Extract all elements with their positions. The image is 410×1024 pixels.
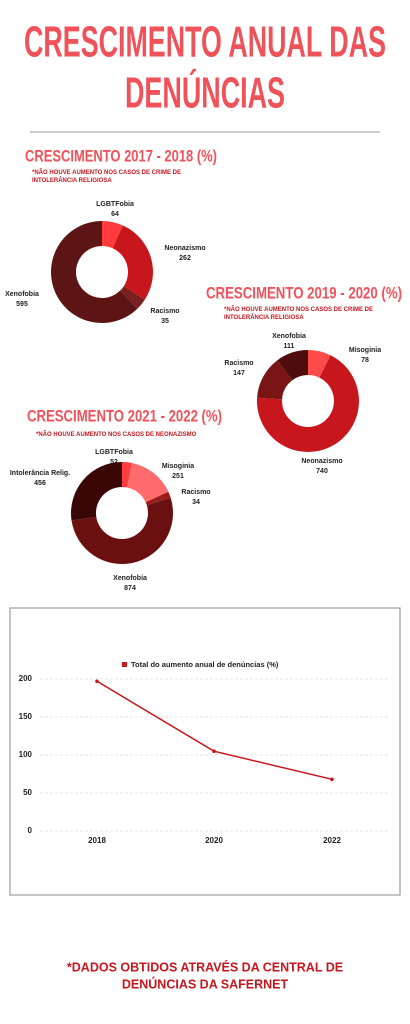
slice-label: Racismo [181,489,210,496]
x-tick-label: 2018 [88,836,106,845]
donut-slice [277,350,308,381]
donut-slice [122,462,132,488]
slice-value: 111 [284,343,295,350]
slice-value: 262 [179,255,191,262]
chart-note: *NÃO HOUVE AUMENTO NOS CASOS DE CRIME DE… [224,307,374,321]
data-point [95,679,99,684]
donut-slice [120,286,145,309]
donut-slice [127,462,169,503]
y-tick-label: 150 [19,712,33,721]
chart-frame [9,607,401,896]
donut-slice [71,462,122,521]
slice-label: LGBTFobia [95,449,133,456]
chart-title: CRESCIMENTO 2019 - 2020 (%) [206,283,402,302]
slice-value: 78 [361,357,369,364]
slice-value: 52 [110,459,118,466]
slice-value: 874 [124,585,136,592]
donut-slice [257,360,293,400]
slice-label: Xenofobia [5,291,39,298]
slice-value: 147 [233,370,245,377]
donut-slice [257,355,359,452]
donut-slice [51,221,138,323]
slice-value: 34 [192,499,200,506]
slice-label: Racismo [150,308,179,315]
donut-slice [145,491,171,506]
slice-label: Xenofobia [113,575,147,582]
donut-slice [102,221,123,249]
y-tick-label: 200 [19,674,33,683]
slice-label: LGBTFobia [96,201,134,208]
page-title: CRESCIMENTO ANUAL DAS [24,18,386,67]
y-tick-label: 100 [19,750,33,759]
legend-label: Total do aumento anual de denúncias (%) [131,660,279,669]
slice-value: 456 [34,480,46,487]
slice-value: 251 [172,473,184,480]
chart-note: *NÃO HOUVE AUMENTO NOS CASOS DE NEONAZIS… [36,432,197,438]
data-point [212,749,216,753]
x-tick-label: 2022 [323,836,341,845]
slice-label: Racismo [224,360,253,367]
donut-slice [112,225,153,300]
slice-label: Intolerância Relig. [10,470,70,477]
donut-slice [71,497,174,565]
slice-value: 64 [111,211,119,218]
chart-note: *NÃO HOUVE AUMENTO NOS CASOS DE CRIME DE… [32,170,182,184]
donut-slice [308,350,331,378]
data-point [330,777,334,782]
slice-label: Xenofobia [272,333,306,340]
slice-value: 740 [316,468,328,475]
chart-title: CRESCIMENTO 2017 - 2018 (%) [25,146,217,165]
chart-title: CRESCIMENTO 2021 - 2022 (%) [27,406,222,425]
slice-label: Misoginia [349,347,381,354]
y-tick-label: 50 [23,788,32,797]
footer: DENÚNCIAS DA SAFERNET [122,976,289,991]
slice-label: Neonazismo [301,458,342,465]
data-line [96,680,333,781]
slice-value: 35 [161,318,169,325]
x-tick-label: 2020 [205,836,223,845]
legend-swatch [122,662,127,667]
page-title: DENÚNCIAS [125,68,285,118]
footer: *DADOS OBTIDOS ATRAVÉS DA CENTRAL DE [67,959,343,974]
y-tick-label: 0 [28,826,33,835]
slice-label: Neonazismo [164,245,205,252]
slice-value: 595 [16,301,28,308]
slice-label: Misoginia [162,463,194,470]
